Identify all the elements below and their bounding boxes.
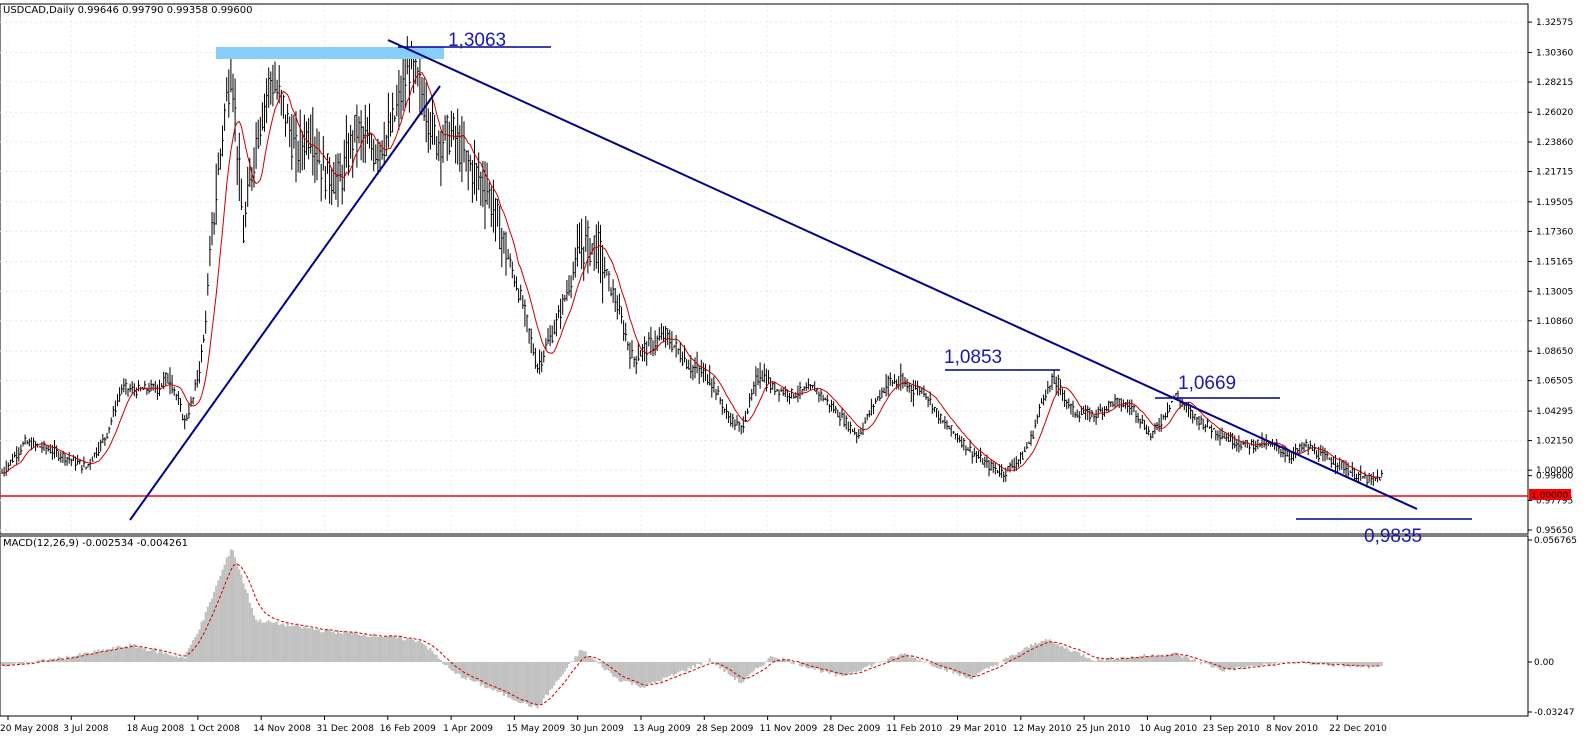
macd-histogram [0, 549, 1383, 709]
annotation-mid-high: 1,0853 [944, 347, 1002, 368]
date-tick-label: 23 Sep 2010 [1203, 724, 1260, 734]
price-tick-label: 1.06505 [1536, 377, 1573, 387]
price-tick-label: 1.19505 [1536, 198, 1573, 208]
annotation-recent-high: 1,0669 [1178, 373, 1236, 394]
resistance-zone [216, 47, 444, 59]
price-tick-label: 1.32575 [1536, 18, 1573, 28]
date-tick-label: 13 Aug 2009 [633, 724, 691, 734]
date-tick-label: 12 May 2010 [1013, 724, 1072, 734]
macd-signal-line [1, 563, 1382, 706]
price-tick-label: 1.15165 [1536, 258, 1573, 268]
date-tick-label: 11 Feb 2010 [886, 724, 942, 734]
macd-header: MACD(12,26,9) -0.002534 -0.004261 [3, 538, 188, 549]
date-tick-label: 1 Oct 2008 [190, 724, 240, 734]
date-tick-label: 20 May 2008 [0, 724, 59, 734]
date-tick-label: 28 Dec 2009 [823, 724, 881, 734]
date-tick-label: 16 Feb 2009 [380, 724, 436, 734]
date-tick-label: 8 Nov 2010 [1266, 724, 1318, 734]
price-tick-label: 1.10860 [1536, 317, 1573, 327]
price-tick-label: 0.97795 [1536, 496, 1573, 506]
price-tick-label: 1.08650 [1536, 347, 1573, 357]
price-tick-label: 1.00000 [1536, 466, 1573, 476]
price-tick-label: 1.17360 [1536, 227, 1573, 237]
macd-axis: 0.056765 0.00 -0.03247 [1528, 536, 1577, 718]
price-bars [1, 36, 1384, 488]
date-tick-label: 22 Dec 2010 [1329, 724, 1387, 734]
price-tick-label: 0.95650 [1536, 526, 1573, 536]
price-tick-label: 1.30360 [1536, 49, 1573, 59]
date-tick-label: 29 Mar 2010 [950, 724, 1007, 734]
price-tick-label: 1.26020 [1536, 108, 1573, 118]
date-tick-label: 28 Sep 2009 [696, 724, 753, 734]
price-axis: 1.32575 1.30360 1.28215 1.26020 1.23860 1.217… [1528, 18, 1573, 536]
trendline-resistance [387, 39, 1418, 510]
date-tick-label: 25 Jun 2010 [1076, 724, 1130, 734]
macd-tick-label: 0.056765 [1534, 536, 1577, 546]
trendline-support [129, 85, 441, 521]
date-tick-label: 18 Aug 2008 [127, 724, 185, 734]
annotation-high: 1,3063 [448, 30, 506, 51]
price-tick-label: 1.28215 [1536, 78, 1573, 88]
date-tick-label: 1 Apr 2009 [443, 724, 493, 734]
date-tick-label: 30 Jun 2009 [570, 724, 624, 734]
price-tick-label: 0.99600 [1536, 472, 1573, 482]
grid [0, 5, 1528, 533]
date-tick-label: 11 Nov 2009 [760, 724, 818, 734]
current-price-box [1529, 489, 1571, 500]
price-tick-label: 1.04295 [1536, 407, 1573, 417]
moving-average-line [1, 71, 1382, 478]
price-tick-label: 1.23860 [1536, 138, 1573, 148]
price-tick-label: 1.02150 [1536, 437, 1573, 447]
date-tick-label: 10 Aug 2010 [1139, 724, 1197, 734]
date-tick-label: 14 Nov 2008 [253, 724, 311, 734]
date-tick-label: 15 May 2009 [506, 724, 565, 734]
current-price-label: 1.00000 [1531, 491, 1568, 501]
macd-tick-label: -0.03247 [1534, 708, 1574, 718]
date-axis: 20 May 2008 3 Jul 2008 18 Aug 2008 1 Oct 20… [0, 716, 1387, 734]
price-panel [0, 3, 1529, 535]
price-tick-label: 1.21715 [1536, 167, 1573, 177]
symbol-header: USDCAD,Daily 0.99646 0.99790 0.99358 0.9… [3, 5, 253, 16]
price-tick-label: 1.13005 [1536, 287, 1573, 297]
annotation-low: 0,9835 [1364, 526, 1422, 547]
macd-tick-label: 0.00 [1534, 658, 1554, 668]
date-tick-label: 3 Jul 2008 [63, 724, 108, 734]
date-tick-label: 31 Dec 2008 [317, 724, 375, 734]
